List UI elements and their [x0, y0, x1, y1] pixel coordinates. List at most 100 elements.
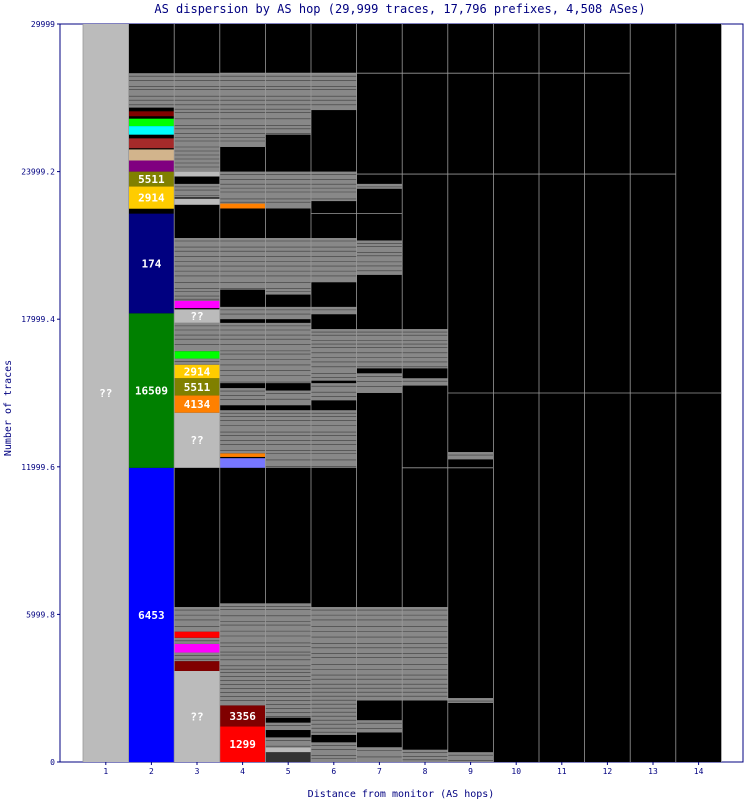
segment-hop5-5	[265, 410, 311, 468]
segment-hop4-3	[219, 458, 266, 468]
segment-hop4-11	[219, 171, 266, 204]
segment-hop4-1	[219, 705, 266, 727]
segment-label: 4134	[184, 398, 211, 411]
segment-hop6-4	[311, 329, 357, 381]
segment-hop7-1	[356, 720, 403, 733]
segment-hop8-2	[402, 378, 448, 386]
segment-hop3-15	[174, 300, 220, 309]
segment-hop9-1	[447, 698, 494, 703]
y-tick-label: 29999	[31, 20, 55, 29]
segment-hop2-9	[128, 118, 175, 127]
segment-hop7-2	[356, 607, 403, 701]
segment-hop5-2	[265, 737, 311, 748]
segment-hop7-3	[356, 373, 403, 393]
segment-hop6-2	[311, 410, 357, 468]
segment-hop3-17	[174, 198, 220, 205]
segment-label: 5511	[138, 173, 165, 186]
segment-label: 16509	[135, 385, 168, 398]
y-axis-label: Number of traces	[3, 360, 14, 456]
segment-hop4-9	[219, 238, 266, 290]
segment-hop3-14	[174, 309, 220, 323]
x-axis-label: Distance from monitor (AS hops)	[308, 789, 495, 800]
x-tick-label: 14	[694, 767, 704, 776]
segment-hop3-3	[174, 643, 220, 653]
segment-hop4-12	[219, 73, 266, 147]
segment-hop2-3	[128, 186, 175, 209]
segment-hop4-6	[219, 388, 266, 406]
segment-hop8-1	[402, 607, 448, 701]
segment-label: 174	[141, 257, 161, 270]
segment-hop5-1	[265, 747, 311, 753]
y-axis: 0 5999.8 11999.6 17999.4 23999.2 29999	[21, 20, 60, 767]
segment-label: ??	[190, 434, 203, 447]
segment-label: 6453	[138, 609, 165, 622]
x-axis: 1 2 3 4 5 6 7 8 9 10 11 12 13 14	[103, 762, 704, 776]
x-tick-label: 4	[240, 767, 245, 776]
segment-hop3-19	[174, 171, 220, 177]
segment-hop7-6	[356, 183, 403, 189]
segment-hop5-3	[265, 722, 311, 731]
segment-label: 2914	[138, 192, 165, 205]
segment-hop9-2	[447, 452, 494, 460]
segment-hop3-8	[174, 395, 220, 413]
segment-hop2-4	[128, 171, 175, 187]
segment-hop2-5	[128, 160, 175, 172]
x-tick-label: 5	[286, 767, 291, 776]
segment-hop4-7	[219, 322, 266, 384]
x-tick-label: 7	[377, 767, 382, 776]
segment-hop4-10	[219, 203, 266, 209]
x-tick-label: 6	[331, 767, 336, 776]
segment-hop3-16	[174, 238, 220, 301]
segment-hop2-6	[128, 149, 175, 161]
x-tick-label: 10	[511, 767, 521, 776]
x-tick-label: 8	[423, 767, 428, 776]
segment-hop2-10	[128, 111, 175, 117]
segment-label: 3356	[229, 710, 256, 723]
y-tick-label: 0	[50, 758, 55, 767]
segment-hop4-5	[219, 410, 266, 454]
segment-hop3-10	[174, 364, 220, 379]
segment-hop6-0	[311, 742, 357, 762]
x-tick-label: 3	[195, 767, 200, 776]
segment-hop3-6	[174, 607, 220, 632]
segment-hop3-5	[174, 631, 220, 638]
segment-hop6-7	[311, 171, 357, 202]
segment-hop3-9	[174, 378, 220, 396]
segment-label: 5511	[184, 381, 211, 394]
segment-hop4-4	[219, 453, 266, 457]
segment-hop4-0	[219, 726, 266, 762]
segment-hop6-5	[311, 306, 357, 315]
segment-hop8-0	[402, 749, 448, 762]
segment-hop2-2	[128, 213, 175, 314]
segment-hop4-8	[219, 306, 266, 320]
segment-hop2-11	[128, 73, 175, 108]
segment-hop3-7	[174, 412, 220, 468]
segment-hop3-20	[174, 73, 220, 172]
x-tick-label: 12	[603, 767, 613, 776]
plot-area	[59, 23, 744, 763]
segment-hop6-6	[311, 238, 357, 283]
x-tick-label: 13	[648, 767, 658, 776]
x-tick-label: 1	[103, 767, 108, 776]
segment-label: ??	[190, 710, 203, 723]
segment-hop3-12	[174, 351, 220, 359]
segment-hop5-6	[265, 390, 311, 406]
chart-title: AS dispersion by AS hop (29,999 traces, …	[154, 2, 645, 16]
segment-hop3-2	[174, 652, 220, 662]
segment-hop2-1	[128, 313, 175, 468]
segment-label: ??	[99, 387, 112, 400]
segment-label: 2914	[184, 365, 211, 378]
segment-hop6-8	[311, 73, 357, 111]
segment-hop3-18	[174, 183, 220, 198]
segment-hop2-8	[128, 126, 175, 135]
y-tick-label: 17999.4	[21, 315, 55, 324]
x-tick-label: 11	[557, 767, 567, 776]
segment-label: 1299	[229, 738, 256, 751]
segment-hop5-11	[265, 73, 311, 135]
segment-hop5-7	[265, 322, 311, 384]
segment-hop1-0	[83, 24, 129, 762]
x-tick-label: 2	[149, 767, 154, 776]
segment-hop4-2	[219, 603, 266, 706]
segment-hop6-1	[311, 607, 357, 735]
segment-hop2-7	[128, 138, 175, 149]
